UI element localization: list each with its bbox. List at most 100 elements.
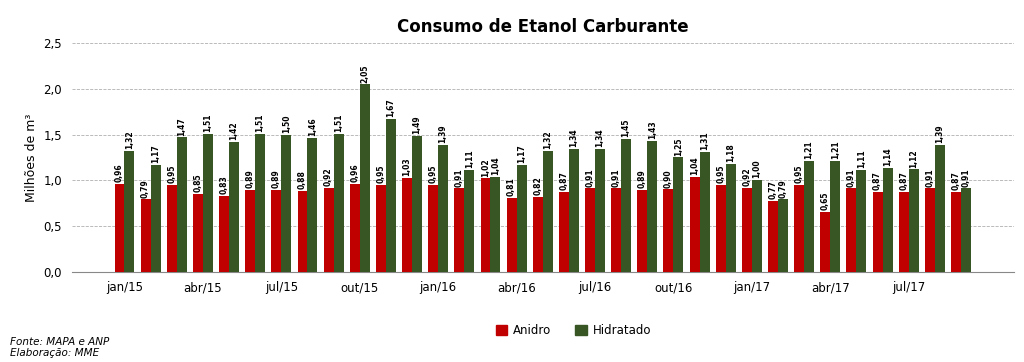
Text: 1,51: 1,51 (256, 113, 264, 132)
Text: 0,89: 0,89 (271, 170, 281, 189)
Text: 0,79: 0,79 (778, 179, 787, 198)
Bar (742, 188, 752, 272)
Text: 0,85: 0,85 (194, 173, 203, 192)
Text: 0,87: 0,87 (559, 172, 568, 190)
Bar (255, 134, 265, 272)
Text: 1,04: 1,04 (690, 156, 699, 175)
Text: 0,95: 0,95 (377, 164, 385, 183)
Bar (350, 184, 359, 272)
Bar (177, 138, 186, 272)
Text: 0,77: 0,77 (769, 181, 777, 199)
Bar (961, 189, 971, 272)
Text: 1,21: 1,21 (805, 141, 814, 159)
Text: 1,43: 1,43 (648, 121, 656, 139)
Bar (726, 164, 735, 272)
Bar (622, 139, 631, 272)
Text: 0,79: 0,79 (141, 179, 151, 198)
Bar (830, 161, 841, 272)
Text: 1,45: 1,45 (622, 119, 631, 138)
Text: 0,65: 0,65 (821, 192, 829, 210)
Text: 1,31: 1,31 (700, 131, 709, 150)
Text: 1,17: 1,17 (152, 144, 160, 163)
Text: 1,00: 1,00 (753, 160, 761, 178)
Text: 0,91: 0,91 (455, 168, 464, 187)
Text: 1,03: 1,03 (402, 157, 412, 176)
Bar (412, 136, 422, 272)
Bar (699, 152, 710, 272)
Text: 1,51: 1,51 (334, 113, 343, 132)
Bar (611, 189, 622, 272)
Text: 0,92: 0,92 (742, 167, 752, 186)
Bar (359, 84, 370, 272)
Bar (674, 157, 683, 272)
Text: 1,11: 1,11 (465, 150, 474, 168)
Bar (203, 134, 213, 272)
Text: 0,90: 0,90 (664, 169, 673, 188)
Bar (245, 190, 255, 272)
Bar (804, 161, 814, 272)
Bar (464, 170, 474, 272)
Bar (115, 184, 125, 272)
Text: 1,39: 1,39 (438, 124, 447, 143)
Bar (908, 169, 919, 272)
Title: Consumo de Etanol Carburante: Consumo de Etanol Carburante (397, 18, 688, 36)
Bar (820, 212, 830, 272)
Text: 1,21: 1,21 (830, 141, 840, 159)
Bar (219, 196, 229, 272)
Bar (569, 149, 579, 272)
Text: 1,50: 1,50 (282, 114, 291, 133)
Text: 0,91: 0,91 (611, 168, 621, 187)
Text: 1,04: 1,04 (490, 156, 500, 175)
Bar (856, 170, 866, 272)
Text: 1,32: 1,32 (543, 131, 552, 149)
Text: 0,92: 0,92 (325, 167, 333, 186)
Bar (386, 119, 396, 272)
Text: 1,17: 1,17 (517, 144, 526, 163)
Text: 1,46: 1,46 (308, 118, 316, 136)
Text: 1,14: 1,14 (883, 147, 892, 166)
Legend: Anidro, Hidratado: Anidro, Hidratado (490, 319, 656, 342)
Text: 1,34: 1,34 (596, 129, 604, 147)
Text: 1,25: 1,25 (674, 137, 683, 156)
Bar (778, 199, 787, 272)
Bar (532, 197, 543, 272)
Bar (376, 185, 386, 272)
Bar (193, 194, 203, 272)
Bar (271, 190, 282, 272)
Text: 2,05: 2,05 (360, 64, 370, 83)
Bar (428, 185, 438, 272)
Bar (716, 185, 726, 272)
Bar (324, 188, 334, 272)
Bar (795, 185, 804, 272)
Bar (167, 185, 177, 272)
Text: 1,11: 1,11 (857, 150, 866, 168)
Text: 1,34: 1,34 (569, 129, 579, 147)
Text: 0,89: 0,89 (638, 170, 647, 189)
Bar (151, 165, 161, 272)
Bar (752, 180, 762, 272)
Bar (647, 141, 657, 272)
Text: 0,91: 0,91 (926, 168, 934, 187)
Bar (480, 178, 490, 272)
Bar (925, 189, 935, 272)
Bar (307, 138, 317, 272)
Bar (951, 192, 961, 272)
Text: 1,18: 1,18 (726, 143, 735, 162)
Bar (689, 177, 699, 272)
Bar (229, 142, 239, 272)
Y-axis label: Milhões de m³: Milhões de m³ (25, 113, 38, 202)
Text: 0,89: 0,89 (246, 170, 255, 189)
Bar (140, 199, 151, 272)
Text: 0,82: 0,82 (534, 176, 543, 195)
Bar (585, 189, 595, 272)
Bar (543, 151, 553, 272)
Text: 1,02: 1,02 (481, 158, 489, 177)
Text: 0,96: 0,96 (350, 164, 359, 182)
Bar (595, 149, 605, 272)
Text: 0,87: 0,87 (899, 172, 908, 190)
Text: 0,95: 0,95 (167, 164, 176, 183)
Bar (935, 145, 945, 272)
Text: Fonte: MAPA e ANP
Elaboração: MME: Fonte: MAPA e ANP Elaboração: MME (10, 337, 110, 358)
Text: 0,95: 0,95 (795, 164, 804, 183)
Text: 1,39: 1,39 (935, 124, 944, 143)
